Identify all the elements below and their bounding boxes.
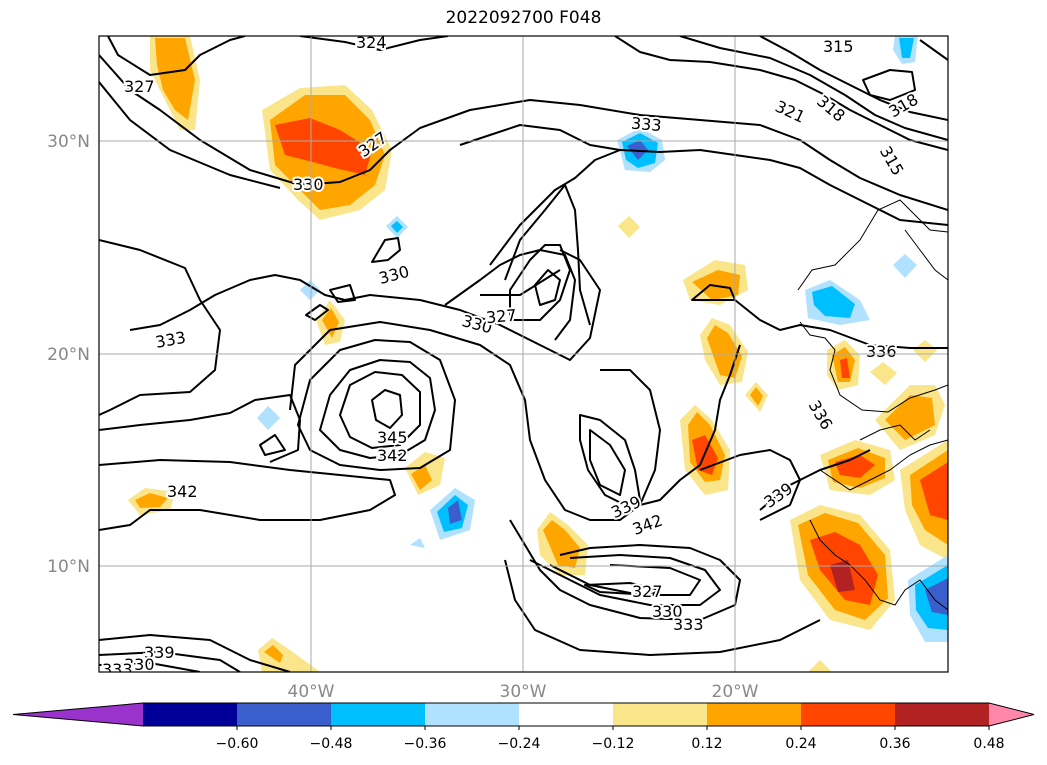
colorbar-swatch xyxy=(425,703,520,726)
colorbar-tick-label: 0.36 xyxy=(879,736,910,752)
contour-label: 339 xyxy=(144,643,175,662)
contour-label: 333 xyxy=(630,114,662,136)
map-frame xyxy=(98,35,949,673)
colorbar: −0.60 −0.48 −0.36 −0.24 −0.12 0.12 0.24 0.36 0.4… xyxy=(12,702,1035,752)
contour-label: 342 xyxy=(377,446,408,465)
contour-label: 330 xyxy=(293,175,324,194)
contour-label: 330 xyxy=(124,655,155,674)
contour-label: 327 xyxy=(632,582,663,601)
contour-label: 345 xyxy=(377,428,408,447)
latitude-labels: 30°N 20°N 10°N xyxy=(47,132,90,577)
lat-label: 30°N xyxy=(47,132,90,152)
colorbar-swatch xyxy=(613,703,708,726)
lon-label: 20°W xyxy=(712,682,759,702)
colorbar-extend-high xyxy=(989,703,1034,726)
graticule xyxy=(99,36,948,672)
contour-label: 321 xyxy=(772,97,808,127)
contour-layer xyxy=(99,36,948,672)
contour-label: 324 xyxy=(356,33,387,52)
lon-label: 40°W xyxy=(288,682,335,702)
contour-label: 315 xyxy=(876,143,908,179)
colorbar-swatch xyxy=(801,703,896,726)
colorbar-outline xyxy=(12,702,1035,727)
colorbar-tick-label: −0.36 xyxy=(404,736,447,752)
contour-label: 336 xyxy=(866,342,897,361)
colorbar-tick-label: −0.24 xyxy=(498,736,541,752)
colorbar-swatch xyxy=(331,703,426,726)
contour-label: 327 xyxy=(485,306,517,328)
contour-label: 333 xyxy=(673,615,704,634)
colorbar-tick-label: −0.48 xyxy=(310,736,353,752)
colorbar-tick-label: 0.12 xyxy=(691,736,722,752)
map-title: 2022092700 F048 xyxy=(445,8,602,28)
shading-layer xyxy=(128,36,948,672)
map-plot-area: 324 327 327 330 330 330 333 333 327 327 … xyxy=(99,33,948,679)
colorbar-swatch xyxy=(237,703,332,726)
lon-label: 30°W xyxy=(500,682,547,702)
colorbar-swatch xyxy=(895,703,990,726)
colorbar-tick-label: 0.24 xyxy=(785,736,816,752)
contour-label: 318 xyxy=(813,91,849,125)
contour-label: 327 xyxy=(124,77,155,96)
lat-label: 10°N xyxy=(47,557,90,577)
contour-label: 330 xyxy=(377,262,411,288)
colorbar-tick-label: 0.48 xyxy=(973,736,1004,752)
contour-label: 315 xyxy=(823,37,854,56)
colorbar-swatch xyxy=(707,703,802,726)
contour-label: 333 xyxy=(102,660,133,679)
colorbar-swatch xyxy=(519,703,614,726)
colorbar-swatch xyxy=(143,703,238,726)
contour-label-layer: 324 327 327 330 330 330 333 333 327 327 … xyxy=(100,33,923,679)
colorbar-tick-label: −0.60 xyxy=(216,736,259,752)
contour-label: 342 xyxy=(630,511,665,539)
longitude-labels: 40°W 30°W 20°W xyxy=(288,682,759,702)
colorbar-extend-low xyxy=(13,703,143,726)
colorbar-tick-label: −0.12 xyxy=(592,736,635,752)
contour-label: 336 xyxy=(805,397,837,433)
contour-label: 330 xyxy=(652,602,683,621)
contour-label: 318 xyxy=(886,90,922,122)
contour-label: 333 xyxy=(154,328,187,352)
lat-label: 20°N xyxy=(47,345,90,365)
contour-label: 342 xyxy=(167,482,198,501)
